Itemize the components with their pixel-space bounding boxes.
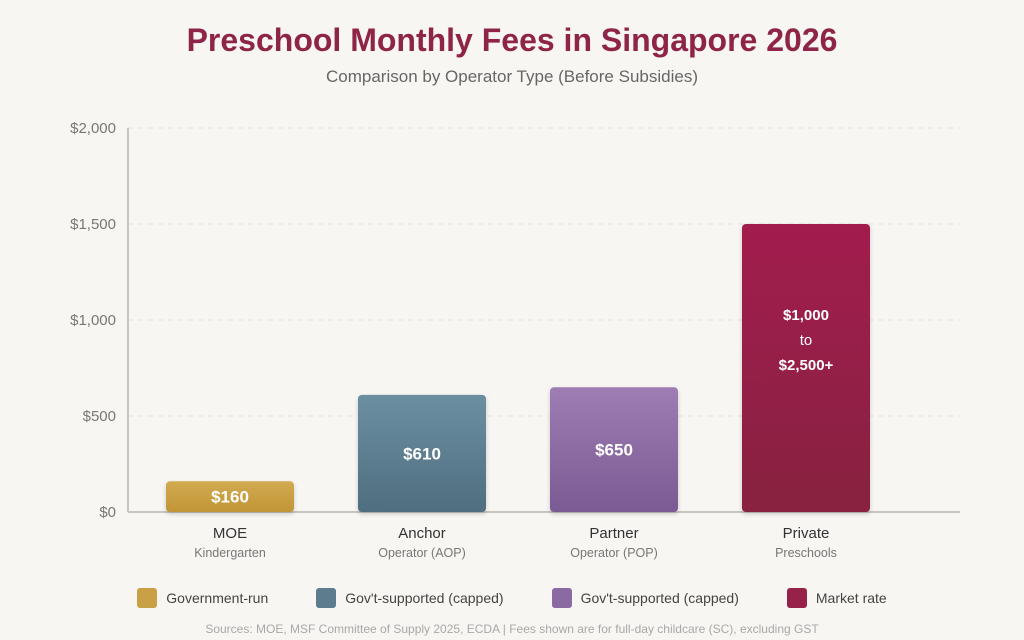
legend-item: Government-run (137, 588, 268, 608)
legend-swatch-government-run (137, 588, 158, 608)
data-label: $1,000 (783, 307, 829, 324)
legend-label: Gov't-supported (capped) (345, 590, 504, 606)
legend-swatch-aop (316, 588, 337, 608)
data-label: $160 (211, 488, 249, 507)
legend-item: Market rate (786, 588, 887, 608)
data-label: to (800, 332, 813, 349)
bar (550, 387, 678, 512)
data-label: $2,500+ (779, 357, 834, 374)
data-label: $610 (403, 444, 441, 463)
legend-label: Government-run (166, 590, 269, 606)
source-note: Sources: MOE, MSF Committee of Supply 20… (205, 622, 819, 636)
x-category-label: Anchor (398, 525, 446, 542)
legend-swatch-pop (551, 588, 572, 608)
legend-label: Market rate (815, 590, 887, 606)
x-category-label: MOE (213, 525, 247, 542)
bar-chart: $0 $500 $1,000 $1,500 $2,000 $160 MOE Kindergar… (70, 120, 960, 560)
x-category-label: Private (783, 525, 830, 542)
data-label: $650 (595, 441, 633, 460)
legend-item: Gov't-supported (capped) (551, 588, 739, 608)
legend: Government-run Gov't-supported (capped) … (0, 588, 1024, 608)
chart-title: Preschool Monthly Fees in Singapore 2026 (186, 22, 838, 58)
bar (742, 224, 870, 512)
x-category-label: Partner (589, 525, 638, 542)
legend-swatch-market-rate (786, 588, 807, 608)
bar (358, 394, 486, 512)
y-tick-label: $1,000 (70, 312, 116, 329)
x-category-sublabel: Preschools (775, 546, 837, 560)
y-tick-label: $1,500 (70, 216, 116, 233)
legend-item: Gov't-supported (capped) (316, 588, 504, 608)
chart-subtitle: Comparison by Operator Type (Before Subs… (326, 67, 698, 86)
x-category-sublabel: Operator (POP) (570, 546, 658, 560)
x-category-sublabel: Kindergarten (194, 546, 266, 560)
y-tick-label: $0 (99, 504, 116, 521)
y-tick-label: $2,000 (70, 120, 116, 137)
x-category-sublabel: Operator (AOP) (378, 546, 466, 560)
y-tick-label: $500 (83, 408, 116, 425)
legend-label: Gov't-supported (capped) (580, 590, 739, 606)
bar (166, 481, 294, 512)
